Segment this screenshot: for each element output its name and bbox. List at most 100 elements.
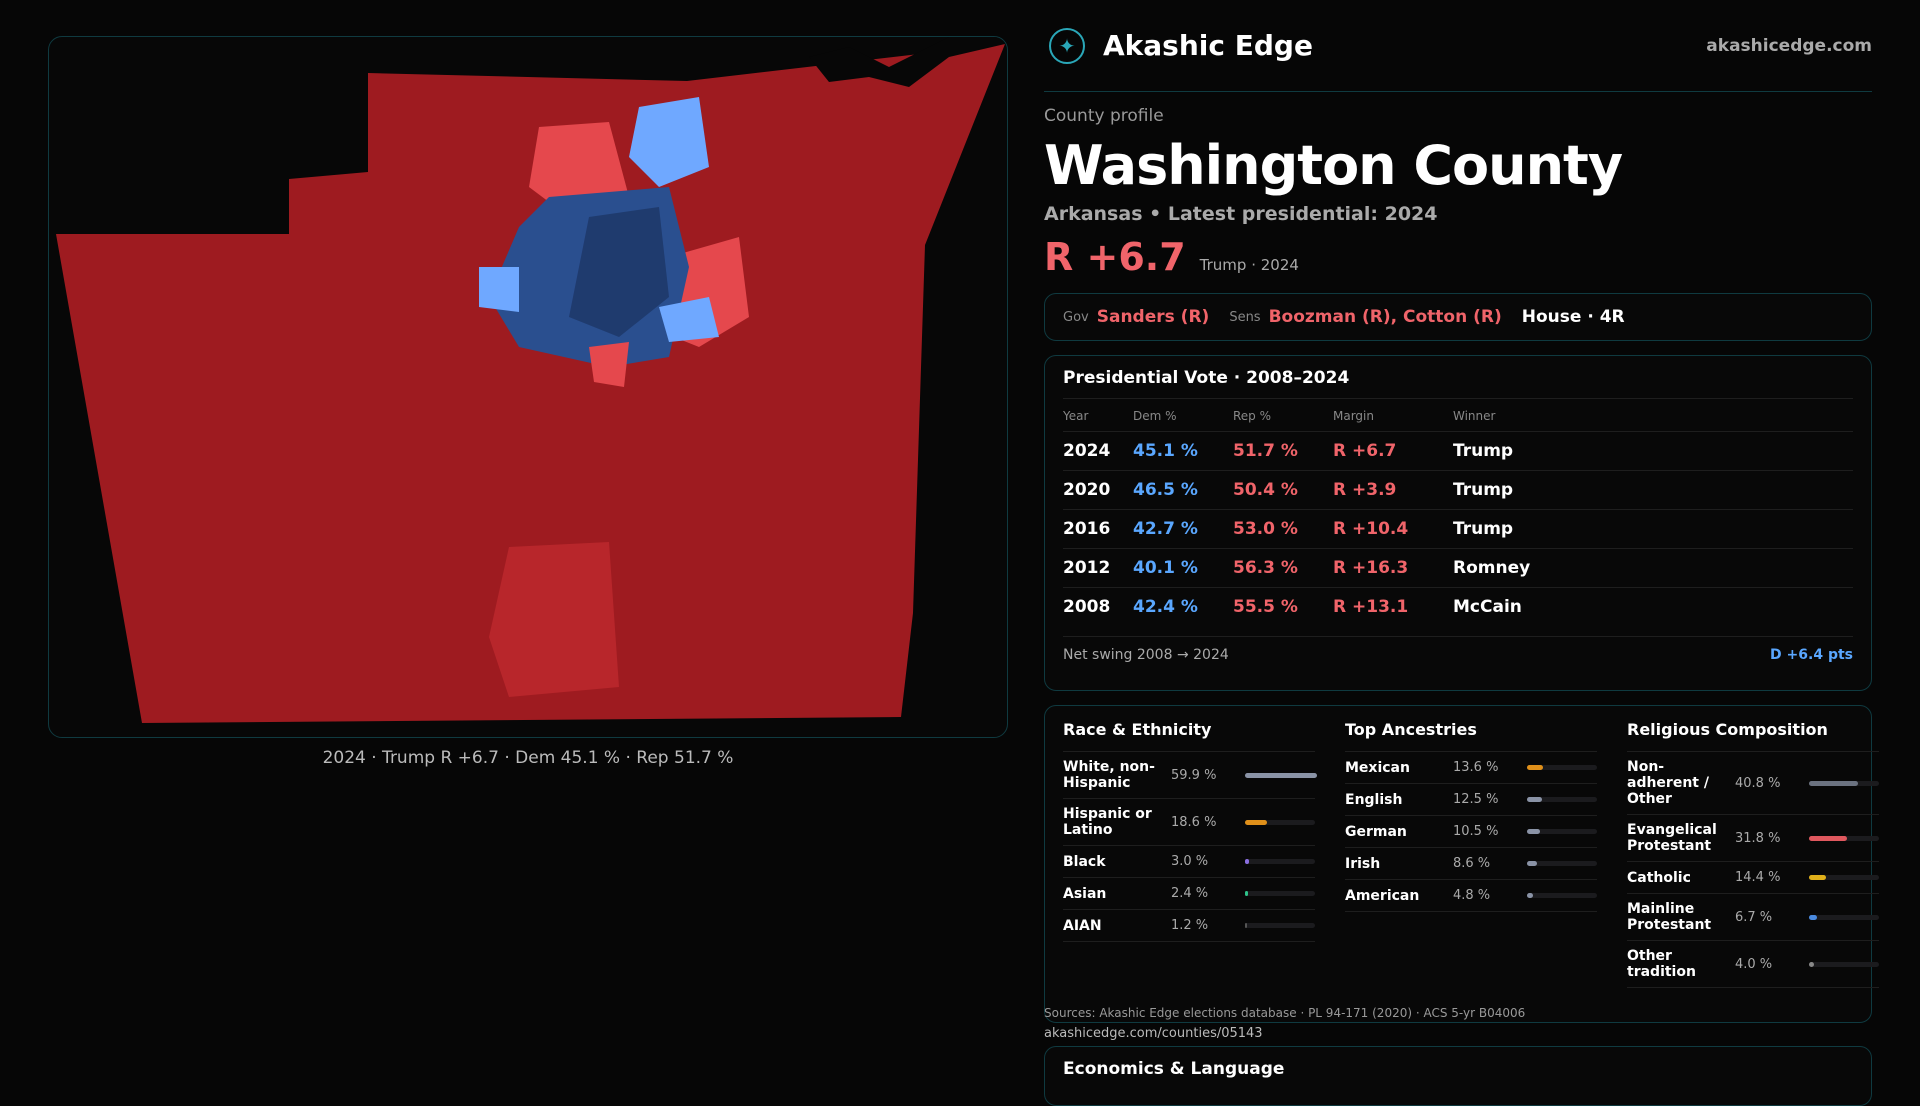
- item-value: 2.4 %: [1171, 886, 1209, 901]
- share-bar: [1245, 923, 1315, 928]
- cell: 51.7 %: [1233, 431, 1333, 471]
- page-title: Washington County: [1044, 134, 1623, 197]
- item-name: Hispanic or Latino: [1063, 806, 1152, 838]
- share-bar: [1527, 893, 1597, 898]
- item-value: 6.7 %: [1735, 909, 1773, 925]
- bar-fill: [1809, 875, 1827, 880]
- cell: 55.5 %: [1233, 587, 1333, 626]
- list-item: Asian 2.4 %: [1063, 878, 1315, 910]
- bar-fill: [1527, 765, 1544, 770]
- race-title: Race & Ethnicity: [1063, 720, 1315, 752]
- table-row: 2024 45.1 % 51.7 % R +6.7 Trump: [1063, 431, 1853, 471]
- county-shape: [56, 44, 1005, 723]
- subtitle: Arkansas • Latest presidential: 2024: [1044, 203, 1438, 225]
- cell: R +16.3: [1333, 548, 1453, 588]
- share-bar: [1245, 819, 1315, 825]
- item-value: 4.0 %: [1735, 956, 1773, 972]
- cell: 2024: [1063, 431, 1133, 471]
- cell: R +13.1: [1333, 587, 1453, 626]
- item-name: German: [1345, 823, 1407, 840]
- presidential-vote-card: Presidential Vote · 2008–2024 Year Dem % R…: [1044, 355, 1872, 691]
- table-row: 2016 42.7 % 53.0 % R +10.4 Trump: [1063, 509, 1853, 549]
- share-bar: [1245, 772, 1317, 778]
- list-item: Mainline Protestant 6.7 %: [1627, 894, 1879, 941]
- cell: 45.1 %: [1133, 431, 1233, 471]
- county-map[interactable]: [48, 36, 1008, 738]
- cell: 2016: [1063, 509, 1133, 549]
- list-item: German 10.5 %: [1345, 816, 1597, 848]
- item-name: English: [1345, 791, 1403, 808]
- cell: 53.0 %: [1233, 509, 1333, 549]
- item-value: 12.5 %: [1453, 792, 1499, 807]
- swing-label: Net swing 2008 → 2024: [1063, 647, 1229, 663]
- cell: 40.1 %: [1133, 548, 1233, 588]
- cell: 42.7 %: [1133, 509, 1233, 549]
- economics-card: Economics & Language: [1044, 1046, 1872, 1106]
- sources: Sources: Akashic Edge elections database…: [1044, 1006, 1526, 1020]
- house-delegation: House · 4R: [1521, 307, 1625, 327]
- precinct-rep: [589, 342, 629, 387]
- share-bar: [1809, 961, 1879, 967]
- cell: 2020: [1063, 470, 1133, 510]
- econ-title: Economics & Language: [1063, 1059, 1285, 1079]
- sens-label: Sens: [1229, 309, 1261, 325]
- list-item: English 12.5 %: [1345, 784, 1597, 816]
- top-ancestries: Top Ancestries Mexican 13.6 % English 12.5 %…: [1345, 720, 1597, 1008]
- county-url[interactable]: akashicedge.com/counties/05143: [1044, 1026, 1263, 1041]
- precinct-light-rep: [489, 542, 619, 697]
- list-item: Other tradition 4.0 %: [1627, 941, 1879, 988]
- item-value: 4.8 %: [1453, 888, 1491, 903]
- senators: Boozman (R), Cotton (R): [1268, 307, 1502, 327]
- ancestry-title: Top Ancestries: [1345, 720, 1597, 752]
- share-bar: [1809, 835, 1879, 841]
- table-row: 2012 40.1 % 56.3 % R +16.3 Romney: [1063, 548, 1853, 588]
- race-ethnicity: Race & Ethnicity White, non-Hispanic 59.9 …: [1063, 720, 1317, 1008]
- list-item: Irish 8.6 %: [1345, 848, 1597, 880]
- site-link[interactable]: akashicedge.com: [1706, 35, 1872, 56]
- bar-fill: [1245, 772, 1317, 778]
- item-value: 13.6 %: [1453, 760, 1499, 775]
- bar-fill: [1245, 859, 1249, 864]
- bar-fill: [1527, 893, 1533, 898]
- item-value: 40.8 %: [1735, 775, 1781, 791]
- river-shape: [809, 37, 1007, 87]
- cell: 50.4 %: [1233, 470, 1333, 510]
- item-name: Non-adherent / Other: [1627, 759, 1709, 807]
- share-bar: [1809, 780, 1879, 786]
- list-item: AIAN 1.2 %: [1063, 910, 1315, 942]
- bar-fill: [1809, 780, 1858, 786]
- item-value: 1.2 %: [1171, 918, 1209, 933]
- item-name: Mexican: [1345, 759, 1410, 776]
- item-name: Irish: [1345, 855, 1381, 872]
- vote-title: Presidential Vote · 2008–2024: [1063, 368, 1853, 399]
- share-bar: [1245, 891, 1315, 896]
- cell: 42.4 %: [1133, 587, 1233, 626]
- item-name: Evangelical Protestant: [1627, 822, 1717, 854]
- cell: Romney: [1453, 548, 1853, 588]
- governor: Sanders (R): [1096, 307, 1210, 327]
- cell: R +10.4: [1333, 509, 1453, 549]
- bar-fill: [1245, 891, 1248, 896]
- bar-fill: [1527, 829, 1540, 834]
- share-bar: [1245, 859, 1315, 864]
- cell: 2012: [1063, 548, 1133, 588]
- col-rep: Rep %: [1233, 409, 1272, 423]
- item-value: 8.6 %: [1453, 856, 1491, 871]
- item-value: 10.5 %: [1453, 824, 1499, 839]
- bar-fill: [1809, 961, 1814, 967]
- officials-bar: Gov Sanders (R) Sens Boozman (R), Cotton…: [1044, 293, 1872, 341]
- share-bar: [1809, 875, 1879, 880]
- item-name: Other tradition: [1627, 948, 1696, 980]
- cell: R +6.7: [1333, 431, 1453, 471]
- item-value: 3.0 %: [1171, 854, 1209, 869]
- list-item: Non-adherent / Other 40.8 %: [1627, 752, 1879, 815]
- precinct-dem-dark: [569, 207, 669, 337]
- list-item: American 4.8 %: [1345, 880, 1597, 912]
- precinct-map: [56, 37, 1007, 723]
- item-name: American: [1345, 887, 1420, 904]
- list-item: White, non-Hispanic 59.9 %: [1063, 752, 1317, 799]
- list-item: Black 3.0 %: [1063, 846, 1315, 878]
- share-bar: [1527, 861, 1597, 866]
- col-winner: Winner: [1453, 409, 1496, 423]
- cell: Trump: [1453, 431, 1853, 471]
